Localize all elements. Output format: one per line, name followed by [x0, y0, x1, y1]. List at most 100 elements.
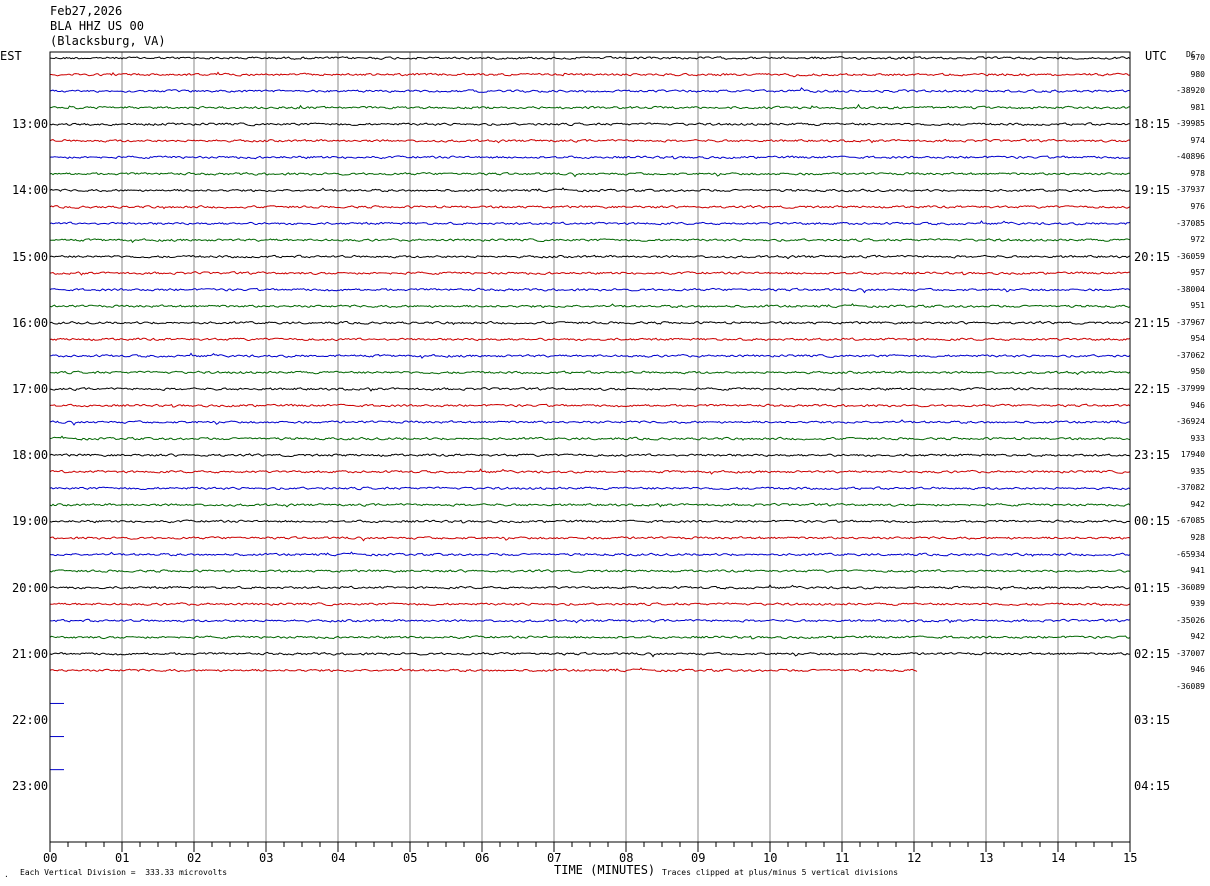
- clipping-note: Traces clipped at plus/minus 5 vertical …: [662, 868, 899, 877]
- dc-offset-value: -37967: [1176, 317, 1205, 327]
- utc-hour-label: 00:15: [1134, 514, 1171, 529]
- dc-offset-value: 951: [1190, 301, 1205, 311]
- dc-offset-value: -35026: [1176, 615, 1205, 625]
- trace-row-30: [49, 551, 1131, 557]
- dc-offset-value: -36089: [1176, 681, 1205, 691]
- trace-row-2: [49, 87, 1131, 93]
- trace-row-23: [49, 435, 1131, 441]
- dc-offset-header: DC: [1186, 50, 1196, 59]
- local-timezone-label: EST: [0, 49, 22, 63]
- record-date: Feb27,2026: [50, 4, 123, 18]
- local-hour-label: 15:00: [12, 249, 49, 264]
- station-code: BLA HHZ US 00: [50, 19, 144, 33]
- dc-offset-value: 954: [1190, 334, 1205, 344]
- dc-offset-value: -37937: [1176, 185, 1205, 195]
- dc-offset-value: 941: [1190, 566, 1205, 576]
- x-tick-label: 12: [907, 851, 922, 865]
- trace-row-33: [49, 602, 1131, 607]
- trace-row-21: [49, 403, 1131, 408]
- utc-hour-label: 20:15: [1134, 249, 1171, 264]
- trace-row-25: [49, 468, 1131, 475]
- utc-hour-label: 03:15: [1134, 713, 1171, 727]
- dc-offset-value: -40896: [1176, 152, 1205, 162]
- utc-hour-label: 19:15: [1134, 183, 1171, 198]
- dc-offset-value: -36059: [1176, 251, 1205, 261]
- trace-row-12: [49, 254, 1131, 260]
- dc-offset-value: 935: [1190, 466, 1205, 476]
- minute-gridlines: [121, 52, 1059, 842]
- x-tick-label: 07: [547, 851, 562, 865]
- trace-row-31: [49, 568, 1131, 573]
- trace-row-24: [49, 453, 1131, 458]
- trace-row-10: [49, 220, 1131, 226]
- trace-row-4: [49, 122, 1130, 127]
- utc-hour-label: 04:15: [1134, 779, 1171, 794]
- local-hour-label: 20:00: [12, 580, 49, 595]
- utc-hour-label: 21:15: [1134, 315, 1171, 330]
- trace-row-27: [49, 502, 1131, 508]
- dc-offset-value: -36089: [1176, 582, 1205, 592]
- dc-offset-value: -37082: [1176, 483, 1205, 493]
- x-tick-label: 13: [979, 851, 994, 865]
- dc-offset-value: -37085: [1176, 218, 1205, 228]
- dc-offset-value: 981: [1190, 102, 1205, 112]
- utc-hour-label: 18:15: [1134, 117, 1171, 132]
- trace-row-29: [49, 536, 1131, 542]
- trace-row-8: [49, 187, 1131, 193]
- dc-offset-value: 974: [1190, 135, 1205, 145]
- dc-offset-value: 978: [1190, 168, 1205, 178]
- dc-offset-value: 976: [1190, 201, 1205, 211]
- utc-timezone-label: UTC: [1145, 49, 1167, 63]
- utc-hour-label: 01:15: [1134, 580, 1171, 595]
- dc-offset-value: 933: [1190, 433, 1205, 443]
- trace-row-11: [49, 238, 1131, 244]
- trace-row-18: [49, 352, 1131, 359]
- trace-row-20: [49, 387, 1131, 392]
- station-location: (Blacksburg, VA): [50, 34, 166, 48]
- x-axis-title: TIME (MINUTES): [554, 863, 656, 877]
- dc-offset-value: -38920: [1176, 86, 1205, 96]
- x-tick-label: 01: [115, 851, 130, 865]
- local-hour-label: 18:00: [12, 448, 49, 463]
- dc-offset-value: 950: [1190, 367, 1205, 377]
- dc-offset-value: 939: [1190, 599, 1205, 609]
- vertical-division-note: Each Vertical Division = 333.33 microvol…: [20, 868, 228, 877]
- trace-row-22: [49, 419, 1131, 426]
- corner-mark: .: [4, 870, 9, 879]
- dc-offset-value: 17940: [1180, 450, 1205, 460]
- trace-row-3: [49, 103, 1131, 110]
- dc-offset-value: 946: [1190, 665, 1205, 675]
- x-tick-label: 08: [619, 851, 634, 865]
- local-hour-label: 14:00: [12, 183, 49, 198]
- trace-row-17: [49, 337, 1131, 342]
- trace-row-0: [49, 55, 1131, 60]
- trace-row-14: [49, 287, 1131, 294]
- dc-offset-value: 957: [1190, 268, 1205, 278]
- dc-offset-value: 942: [1190, 632, 1205, 642]
- utc-hour-label: 02:15: [1134, 646, 1171, 661]
- seismic-traces: [49, 55, 1131, 771]
- dc-offset-value: -37007: [1176, 648, 1205, 658]
- dc-offset-value: -39985: [1176, 119, 1205, 129]
- x-tick-label: 00: [43, 851, 58, 865]
- dc-offset-value: 972: [1190, 235, 1205, 245]
- x-tick-label: 11: [835, 851, 850, 865]
- plot-frame: [49, 51, 1131, 843]
- local-hour-label: 17:00: [12, 382, 49, 396]
- dc-offset-value: -36924: [1176, 417, 1205, 427]
- x-tick-label: 09: [691, 851, 706, 865]
- trace-row-1: [50, 71, 1131, 78]
- trace-row-28: [49, 519, 1131, 524]
- local-hour-label: 16:00: [12, 315, 49, 330]
- trace-row-34: [49, 618, 1131, 624]
- trace-row-32: [49, 584, 1131, 591]
- trace-row-16: [49, 320, 1131, 326]
- utc-hour-label: 23:15: [1134, 448, 1171, 463]
- dc-offset-value: 980: [1190, 69, 1205, 79]
- local-hour-label: 22:00: [12, 713, 49, 727]
- dc-offset-value: -37999: [1176, 384, 1205, 393]
- dc-offset-value: -38004: [1176, 284, 1205, 294]
- x-tick-label: 04: [331, 851, 346, 865]
- dc-offset-value: -37062: [1176, 350, 1205, 360]
